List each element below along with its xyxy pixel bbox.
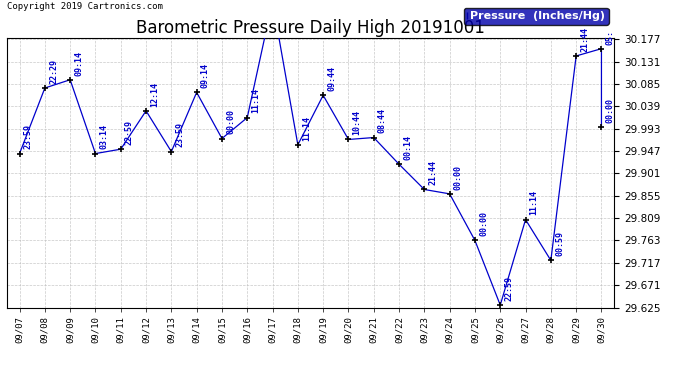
Text: 03:14: 03:14 bbox=[99, 124, 108, 149]
Text: 21:44: 21:44 bbox=[428, 160, 437, 185]
Text: 00:00: 00:00 bbox=[454, 165, 463, 190]
Text: 10:44: 10:44 bbox=[353, 110, 362, 135]
Text: 23:59: 23:59 bbox=[23, 124, 32, 149]
Legend: Pressure  (Inches/Hg): Pressure (Inches/Hg) bbox=[464, 8, 609, 25]
Text: 00:00: 00:00 bbox=[606, 98, 615, 123]
Text: 11:14: 11:14 bbox=[530, 190, 539, 216]
Text: 08:44: 08:44 bbox=[378, 108, 387, 134]
Text: 09:14: 09:14 bbox=[201, 63, 210, 88]
Text: 10:29: 10:29 bbox=[0, 374, 1, 375]
Text: 00:00: 00:00 bbox=[479, 211, 488, 236]
Text: 11:14: 11:14 bbox=[302, 116, 311, 141]
Text: 09:44: 09:44 bbox=[327, 66, 336, 91]
Text: 09:14: 09:14 bbox=[75, 51, 83, 76]
Text: 22:29: 22:29 bbox=[49, 59, 58, 84]
Text: 05:: 05: bbox=[606, 30, 615, 45]
Text: 22:59: 22:59 bbox=[125, 120, 134, 145]
Text: 11:14: 11:14 bbox=[251, 88, 260, 114]
Text: Copyright 2019 Cartronics.com: Copyright 2019 Cartronics.com bbox=[7, 2, 163, 11]
Title: Barometric Pressure Daily High 20191001: Barometric Pressure Daily High 20191001 bbox=[136, 20, 485, 38]
Text: 12:14: 12:14 bbox=[150, 82, 159, 106]
Text: 22:59: 22:59 bbox=[504, 276, 513, 301]
Text: 00:59: 00:59 bbox=[555, 231, 564, 256]
Text: 00:14: 00:14 bbox=[403, 135, 412, 160]
Text: 23:59: 23:59 bbox=[175, 123, 184, 147]
Text: 00:00: 00:00 bbox=[226, 110, 235, 134]
Text: 21:44: 21:44 bbox=[580, 27, 589, 52]
